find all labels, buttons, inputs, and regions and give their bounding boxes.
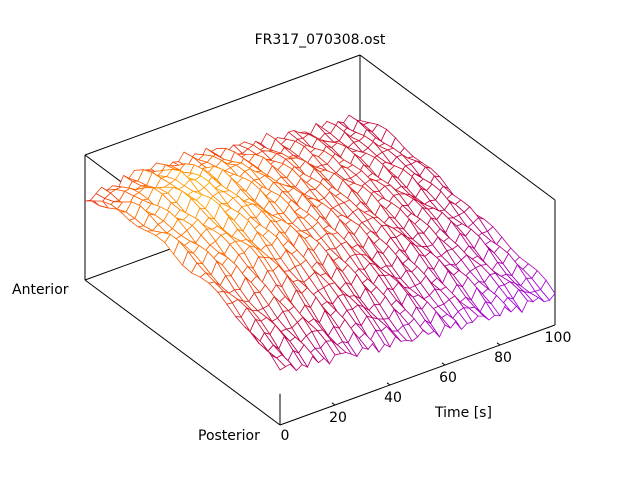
plot-box-front <box>84 279 556 426</box>
box-edge <box>359 54 556 201</box>
time-axis-ticks: 0 20 40 60 80 100 <box>281 330 572 444</box>
tick-mark <box>331 402 336 406</box>
anterior-label: Anterior <box>12 282 69 298</box>
surface-cell <box>270 354 287 371</box>
tick-mark <box>386 382 391 386</box>
tick-label: 40 <box>384 390 402 406</box>
tick-mark <box>441 362 446 366</box>
tick-label: 0 <box>281 428 290 444</box>
tick-label: 20 <box>329 410 347 426</box>
time-axis-label: Time [s] <box>434 405 492 421</box>
box-edge <box>84 54 361 156</box>
tick-mark <box>496 342 501 346</box>
tick-label: 60 <box>439 370 457 386</box>
position-axis-line <box>84 279 281 426</box>
chart-title: FR317_070308.ost <box>255 32 386 48</box>
tick-label: 80 <box>494 350 512 366</box>
time-axis-line <box>279 324 556 426</box>
posterior-label: Posterior <box>198 428 260 444</box>
surface-mesh <box>84 114 556 372</box>
tick-label: 100 <box>545 330 572 346</box>
